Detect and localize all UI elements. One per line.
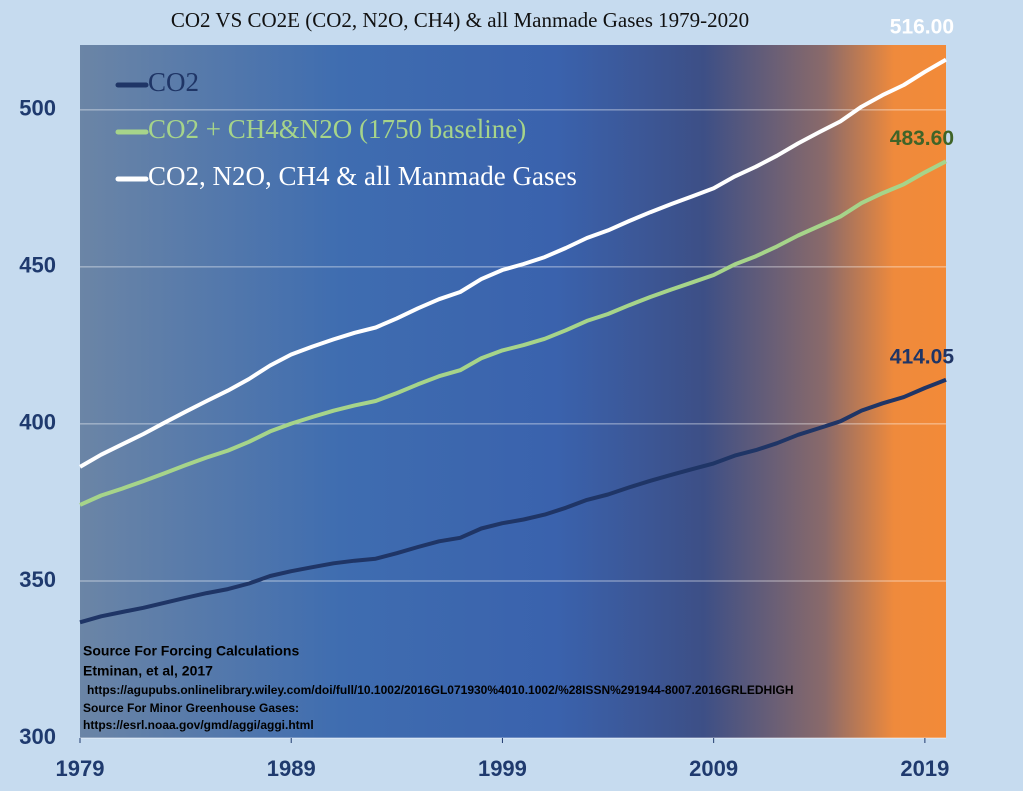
y-tick-label: 300	[19, 724, 56, 749]
chart-title: CO2 VS CO2E (CO2, N2O, CH4) & all Manmad…	[171, 8, 749, 32]
legend-label: CO2, N2O, CH4 & all Manmade Gases	[148, 161, 577, 191]
x-tick-label: 1989	[267, 756, 316, 781]
source-note: Etminan, et al, 2017	[83, 663, 213, 679]
end-label: 516.00	[890, 16, 954, 39]
x-tick-label: 1979	[56, 756, 105, 781]
series-line	[78, 57, 948, 469]
source-note: https://esrl.noaa.gov/gmd/aggi/aggi.html	[83, 718, 314, 732]
source-note: Source For Minor Greenhouse Gases:	[83, 701, 299, 715]
y-tick-label: 500	[19, 96, 56, 121]
series-line	[79, 159, 947, 507]
y-tick-label: 400	[19, 410, 56, 435]
source-note: Source For Forcing Calculations	[83, 643, 299, 659]
source-note: https://agupubs.onlinelibrary.wiley.com/…	[87, 683, 794, 697]
y-tick-label: 450	[19, 253, 56, 278]
plot-area	[80, 45, 946, 738]
series-line	[79, 377, 947, 625]
x-tick-label: 2019	[900, 756, 949, 781]
y-tick-label: 350	[19, 567, 56, 592]
legend-label: CO2 + CH4&N2O (1750 baseline)	[148, 114, 526, 144]
x-tick-label: 2009	[689, 756, 738, 781]
legend-label: CO2	[148, 67, 199, 97]
end-label: 483.60	[890, 127, 954, 150]
end-label: 414.05	[890, 345, 955, 368]
x-tick-label: 1999	[478, 756, 527, 781]
